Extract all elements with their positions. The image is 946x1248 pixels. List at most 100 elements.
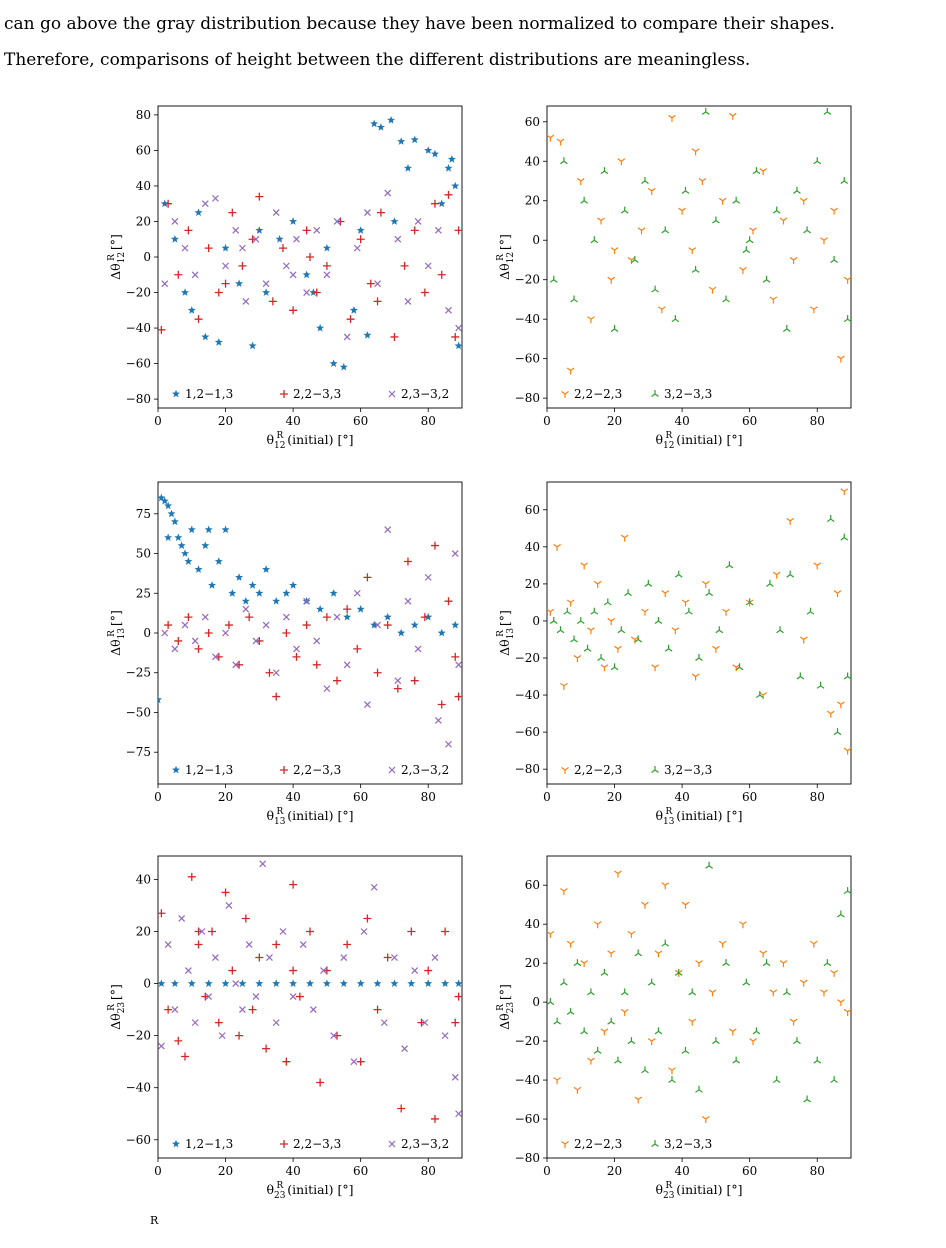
data-point [181, 244, 189, 252]
data-point [620, 534, 629, 542]
data-point [221, 279, 230, 288]
data-point [349, 306, 358, 314]
data-point [430, 541, 439, 550]
data-point [164, 621, 173, 630]
data-point [813, 562, 822, 570]
data-point [242, 605, 250, 613]
data-point [451, 332, 460, 341]
data-point [674, 968, 683, 976]
data-point [657, 306, 666, 314]
axes-frame [546, 481, 852, 785]
data-point [424, 262, 432, 270]
data-point [809, 306, 818, 314]
legend-marker [280, 1140, 288, 1148]
data-point [289, 966, 298, 975]
data-point [705, 589, 713, 597]
data-point [698, 178, 707, 186]
data-point [201, 541, 210, 549]
data-point [238, 979, 247, 987]
data-point [289, 880, 298, 889]
data-point [455, 324, 462, 332]
data-point [749, 1038, 757, 1046]
data-point [167, 509, 176, 518]
data-point [580, 196, 589, 204]
data-point [370, 620, 379, 629]
data-point [208, 927, 217, 936]
data-point [576, 178, 585, 186]
data-point [688, 1018, 697, 1026]
data-point [164, 941, 172, 948]
data-point [424, 979, 433, 987]
data-point [374, 280, 381, 288]
data-point [614, 645, 622, 653]
x-axis-label: θ23R (initial) [°] [656, 1181, 743, 1201]
data-point [289, 993, 297, 1001]
legend-label: 3,2−3,3 [664, 387, 712, 401]
data-point [282, 1057, 291, 1066]
data-point [830, 207, 838, 215]
data-point [843, 672, 851, 680]
data-point [547, 930, 555, 938]
data-point [620, 206, 629, 214]
data-point [222, 262, 229, 270]
data-point [547, 134, 555, 142]
data-point [252, 637, 260, 645]
data-point [235, 573, 244, 581]
data-point [451, 1073, 459, 1081]
y-tick-label: −75 [126, 745, 151, 759]
data-point [350, 1058, 358, 1066]
data-point [374, 621, 381, 629]
data-point [607, 276, 616, 284]
x-tick-label: 0 [543, 790, 551, 804]
y-tick-label: 20 [136, 925, 151, 939]
data-point [255, 226, 264, 234]
data-point [191, 1019, 199, 1027]
data-point [191, 637, 199, 645]
data-point [762, 959, 771, 967]
y-tick-label: −40 [515, 1073, 540, 1087]
y-tick-label: 40 [136, 872, 151, 886]
legend-marker [561, 391, 569, 398]
data-point [691, 265, 700, 273]
data-point [181, 549, 189, 557]
data-point [823, 107, 832, 115]
data-point [826, 515, 835, 523]
data-point [705, 861, 713, 869]
data-point [262, 621, 270, 629]
data-point [769, 989, 778, 997]
data-point [434, 716, 442, 724]
legend-label: 1,2−1,3 [185, 387, 233, 401]
data-point [184, 967, 192, 974]
data-point [161, 629, 169, 637]
data-point [728, 112, 737, 120]
data-point [837, 999, 845, 1007]
data-point [397, 1104, 406, 1113]
data-point [560, 157, 568, 165]
legend-marker [651, 390, 659, 397]
data-point [803, 1095, 811, 1103]
data-point [376, 208, 385, 217]
data-point [397, 137, 406, 145]
data-point [383, 621, 392, 630]
data-point [370, 883, 378, 891]
data-point [373, 979, 382, 987]
data-point [755, 691, 764, 699]
data-point [647, 1038, 656, 1046]
x-tick-label: 40 [285, 1164, 300, 1178]
data-point [671, 627, 680, 635]
data-point [187, 525, 196, 534]
data-point [600, 167, 609, 175]
data-point [194, 565, 203, 573]
legend-marker [388, 766, 396, 774]
data-point [218, 1032, 226, 1040]
x-tick-label: 40 [674, 1164, 689, 1178]
data-point [634, 949, 643, 957]
data-point [451, 620, 460, 629]
data-point [718, 940, 727, 948]
data-point [383, 612, 392, 621]
data-point [232, 226, 240, 234]
data-point [363, 573, 372, 582]
data-point [360, 928, 368, 935]
data-point [289, 217, 298, 225]
data-point [356, 1057, 365, 1066]
